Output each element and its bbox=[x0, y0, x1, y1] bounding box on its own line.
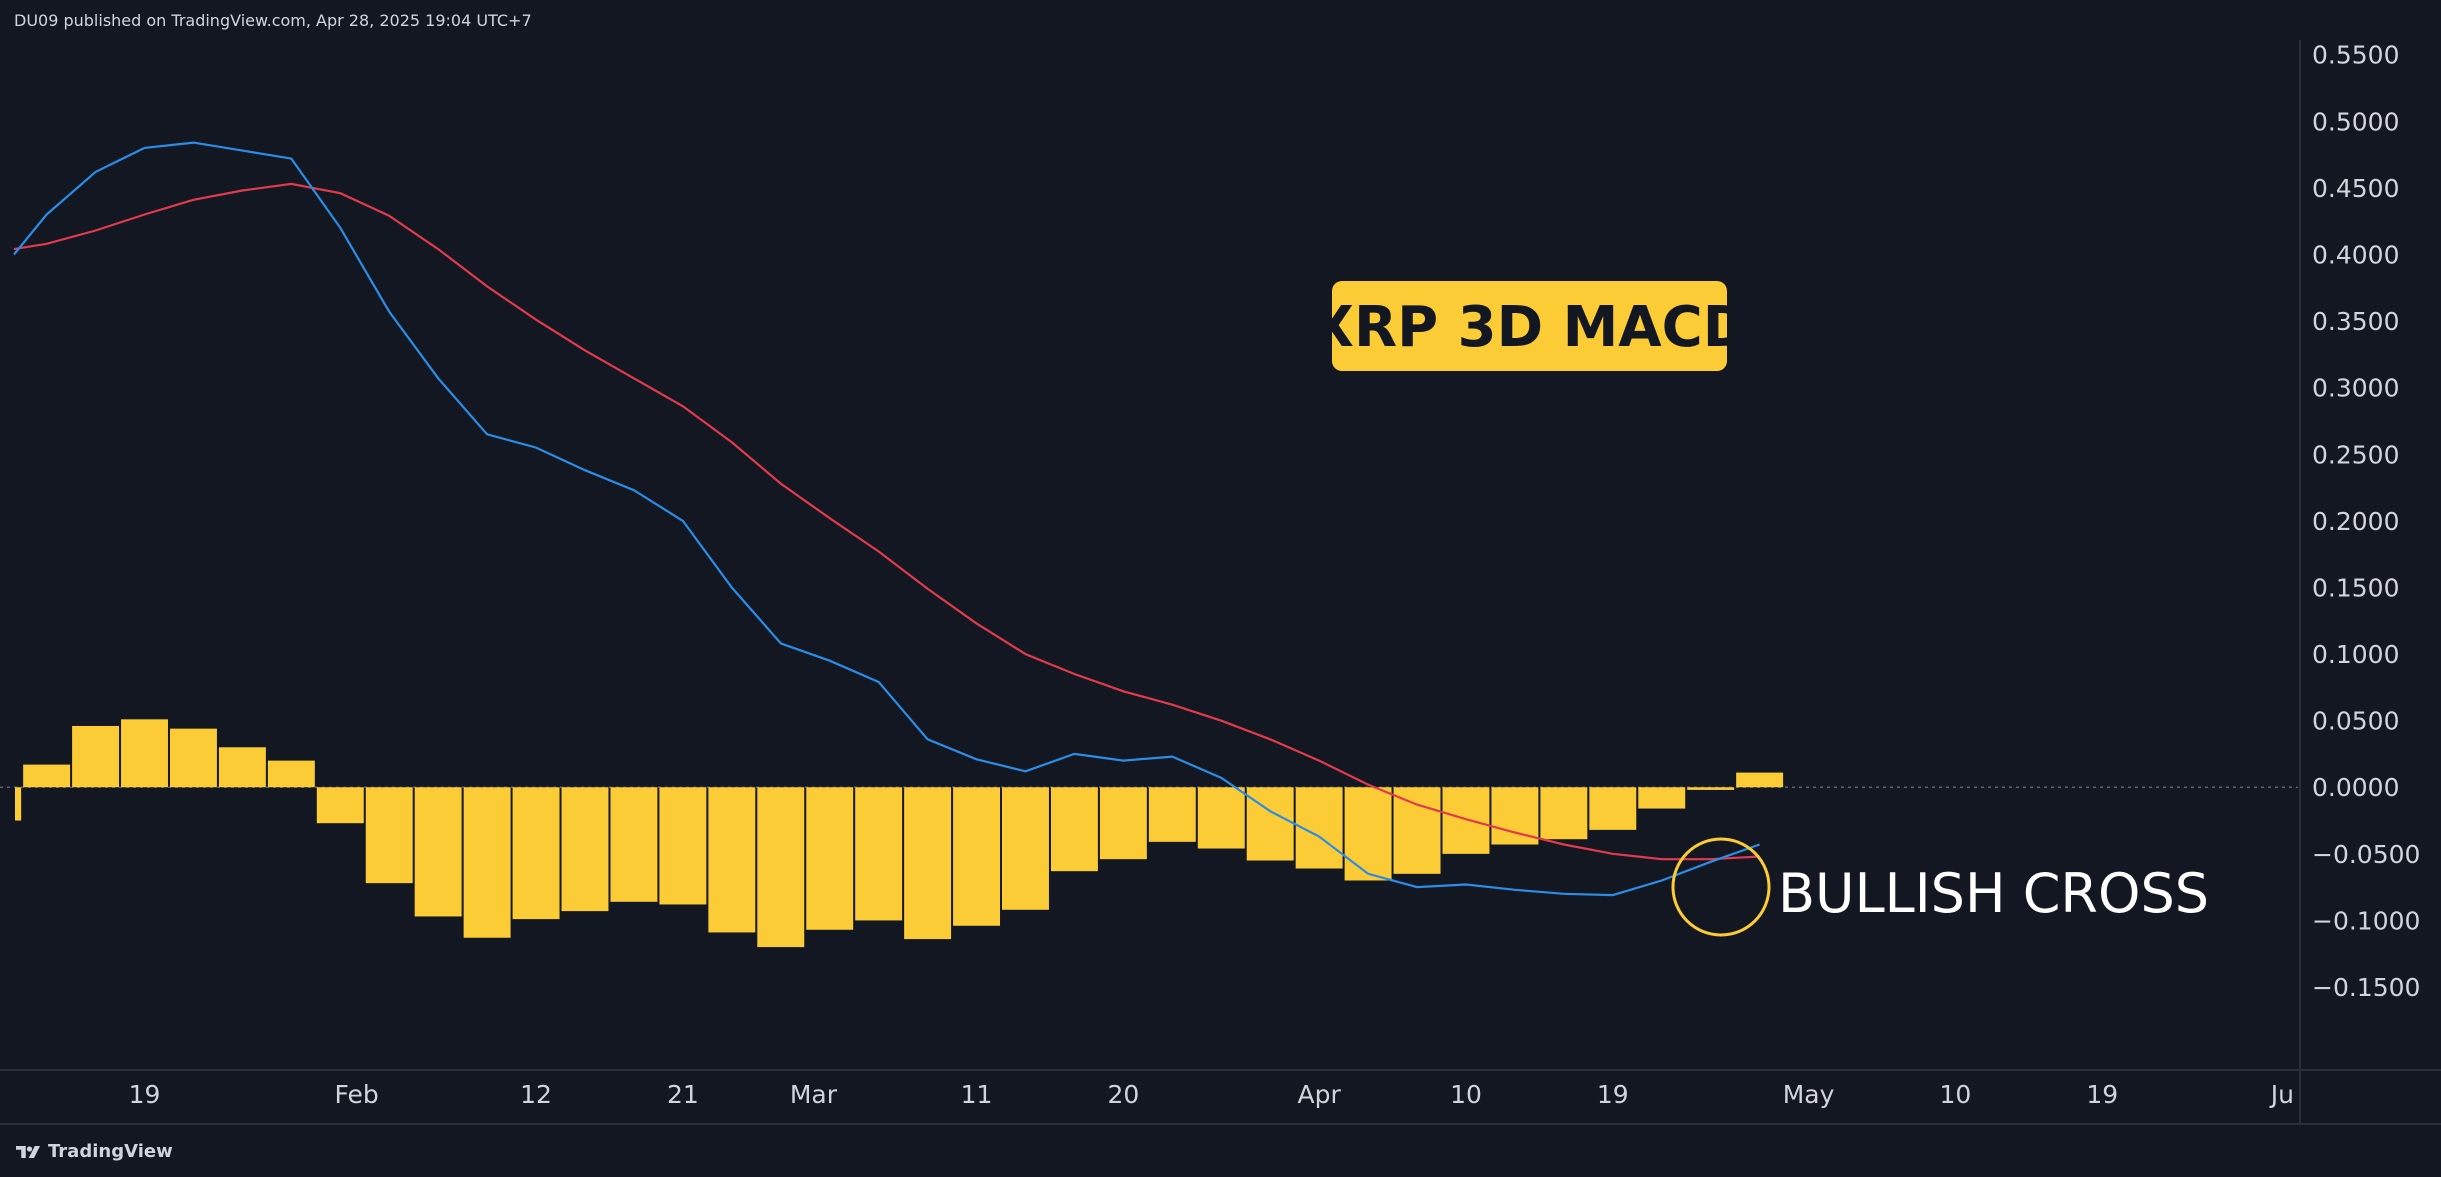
histogram-bar bbox=[23, 764, 71, 788]
histogram-bar bbox=[267, 760, 315, 788]
y-tick-label: 0.1500 bbox=[2312, 573, 2399, 602]
x-tick-label: 19 bbox=[2086, 1080, 2118, 1109]
x-tick-label: 20 bbox=[1107, 1080, 1139, 1109]
x-tick-label: 19 bbox=[129, 1080, 161, 1109]
histogram-bar bbox=[806, 787, 854, 930]
tradingview-brand[interactable]: TradingView bbox=[48, 1141, 173, 1162]
y-tick-label: −0.1000 bbox=[2312, 906, 2420, 935]
x-tick-label: 10 bbox=[1939, 1080, 1971, 1109]
histogram-bar bbox=[757, 787, 805, 948]
histogram-bar bbox=[855, 787, 903, 921]
publish-info: DU09 published on TradingView.com, Apr 2… bbox=[0, 0, 2441, 42]
histogram-bar bbox=[561, 787, 609, 912]
histogram bbox=[15, 719, 1784, 948]
histogram-bar bbox=[15, 787, 22, 821]
histogram-bar bbox=[121, 719, 168, 788]
y-tick-label: 0.1000 bbox=[2312, 640, 2399, 669]
histogram-bar bbox=[1393, 787, 1441, 874]
y-tick-label: 0.2500 bbox=[2312, 440, 2399, 469]
histogram-bar bbox=[1148, 787, 1196, 842]
time-axis[interactable]: 19 Feb 12 21 Mar 11 20 Apr 10 19 May 10 19 Ju bbox=[129, 1080, 2294, 1109]
y-tick-label: 0.2000 bbox=[2312, 507, 2399, 536]
histogram-bar bbox=[953, 787, 1001, 926]
histogram-bar bbox=[1099, 787, 1147, 860]
title-badge: XRP 3D MACD bbox=[1311, 281, 1749, 371]
histogram-bar bbox=[1491, 787, 1539, 845]
x-tick-label: 12 bbox=[520, 1080, 552, 1109]
y-tick-label: 0.5500 bbox=[2312, 41, 2399, 70]
histogram-bar bbox=[1540, 787, 1588, 840]
x-tick-label: 21 bbox=[667, 1080, 699, 1109]
footer: TradingView bbox=[0, 1126, 2441, 1177]
histogram-bar bbox=[72, 725, 120, 788]
y-tick-label: 0.3000 bbox=[2312, 374, 2399, 403]
y-tick-label: 0.4500 bbox=[2312, 174, 2399, 203]
histogram-bar bbox=[169, 728, 217, 788]
tradingview-logo-icon bbox=[16, 1145, 40, 1158]
signal-line bbox=[13, 182, 1760, 861]
histogram-bar bbox=[463, 787, 511, 938]
histogram-bar bbox=[1687, 787, 1735, 790]
histogram-bar bbox=[1442, 787, 1490, 854]
x-tick-label: Apr bbox=[1298, 1080, 1342, 1109]
y-tick-label: −0.0500 bbox=[2312, 840, 2420, 869]
x-tick-label: Ju bbox=[2269, 1080, 2294, 1109]
histogram-bar bbox=[1246, 787, 1294, 861]
x-tick-label: Mar bbox=[790, 1080, 838, 1109]
x-tick-label: 19 bbox=[1597, 1080, 1629, 1109]
histogram-bar bbox=[1344, 787, 1392, 881]
bullish-cross-circle bbox=[1671, 837, 1771, 937]
y-tick-label: 0.4000 bbox=[2312, 240, 2399, 269]
histogram-bar bbox=[1197, 787, 1245, 849]
histogram-bar bbox=[904, 787, 952, 940]
histogram-bar bbox=[365, 787, 413, 884]
bullish-cross-annotation: BULLISH CROSS bbox=[1778, 862, 2209, 925]
price-axis[interactable]: 0.5500 0.5000 0.4500 0.4000 0.3500 0.3000 0.25… bbox=[2312, 41, 2420, 1002]
x-tick-label: May bbox=[1783, 1080, 1835, 1109]
y-tick-label: 0.0500 bbox=[2312, 707, 2399, 736]
histogram-bar bbox=[708, 787, 756, 933]
histogram-bar bbox=[1002, 787, 1049, 910]
histogram-bar bbox=[1736, 772, 1784, 788]
chart-title: XRP 3D MACD bbox=[1311, 295, 1749, 360]
histogram-bar bbox=[316, 787, 364, 824]
histogram-bar bbox=[218, 747, 266, 788]
macd-line bbox=[13, 141, 1760, 897]
y-tick-label: 0.5000 bbox=[2312, 107, 2399, 136]
histogram-bar bbox=[1638, 787, 1686, 809]
histogram-bar bbox=[659, 787, 707, 905]
histogram-bar bbox=[414, 787, 462, 917]
histogram-bar bbox=[512, 787, 560, 920]
histogram-bar bbox=[1589, 787, 1637, 830]
histogram-bar bbox=[1050, 787, 1098, 872]
y-tick-label: 0.3500 bbox=[2312, 307, 2399, 336]
x-tick-label: 10 bbox=[1450, 1080, 1482, 1109]
x-tick-label: Feb bbox=[334, 1080, 378, 1109]
histogram-bar bbox=[610, 787, 658, 902]
y-tick-label: −0.1500 bbox=[2312, 973, 2420, 1002]
y-tick-label: 0.0000 bbox=[2312, 773, 2399, 802]
x-tick-label: 11 bbox=[961, 1080, 993, 1109]
